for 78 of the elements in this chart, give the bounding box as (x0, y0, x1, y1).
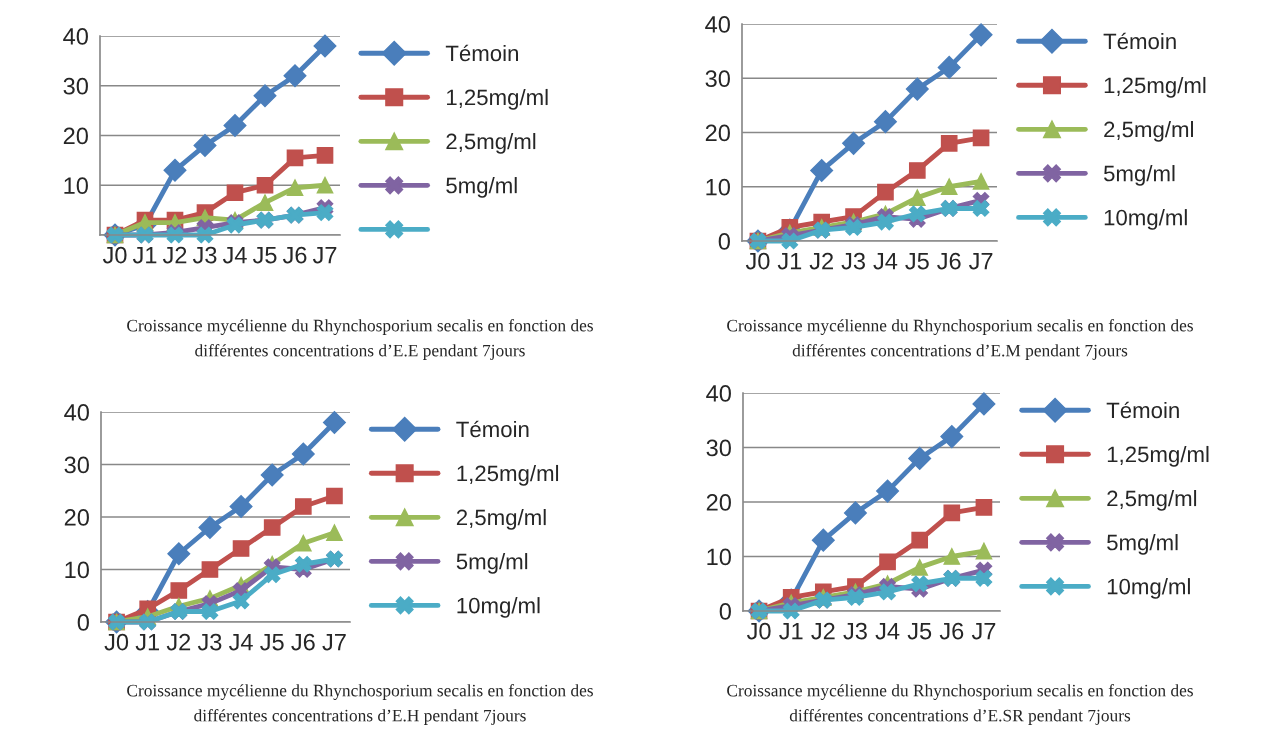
legend-label: Témoin (1103, 32, 1176, 50)
y-tick-label: 20 (705, 124, 730, 142)
x-tick-label: J0 (104, 633, 129, 651)
y-tick-label: 30 (706, 439, 731, 457)
x-tick-label: J6 (939, 622, 964, 640)
y-tick-label: 20 (63, 127, 88, 145)
x-tick-label: J3 (197, 633, 222, 651)
y-tick-label: 40 (706, 385, 731, 402)
y-tick-label: 20 (64, 509, 89, 526)
legend-label: 2,5mg/ml (446, 132, 536, 154)
text: différentes concentrations d’E.SR pendant 7jours (789, 709, 1131, 725)
legend-label: 5mg/ml (446, 177, 517, 198)
y-tick-label: 40 (64, 404, 89, 421)
legend-label: 1,25mg/ml (1104, 76, 1206, 98)
x-tick-label: J1 (779, 622, 803, 640)
x-tick-label: J2 (162, 246, 187, 264)
legend-label: Témoin (445, 44, 518, 62)
x-tick-label: J4 (222, 246, 247, 264)
text: différentes concentrations d’E.M pendant 7jours (792, 344, 1128, 360)
legend-label: 1,25mg/ml (457, 464, 559, 486)
y-tick-label: 0 (77, 614, 89, 631)
x-tick-label: J3 (192, 246, 217, 264)
text: différentes concentrations d’E.H pendant 7jours (194, 709, 526, 725)
y-tick-label: 20 (706, 494, 731, 511)
legend-label: 5mg/ml (456, 553, 528, 574)
legend-label: Témoin (1106, 401, 1179, 419)
legend-label: 1,25mg/ml (447, 88, 548, 110)
legend-label: 1,25mg/ml (1107, 445, 1209, 467)
x-tick-label: J2 (811, 622, 835, 640)
x-tick-label: J7 (322, 633, 346, 651)
legend-label: 2,5mg/ml (1104, 120, 1193, 142)
legend-label: 5mg/ml (1107, 534, 1178, 555)
y-tick-label: 10 (65, 561, 89, 579)
y-tick-label: 30 (705, 70, 730, 88)
text: Croissance mycélienne du Rhynchosporium secalis en fonction des (127, 319, 593, 335)
legend-label: 5mg/ml (1103, 165, 1175, 186)
y-tick-label: 30 (63, 77, 88, 95)
x-tick-label: J1 (777, 252, 802, 270)
y-tick-label: 30 (64, 456, 89, 474)
x-tick-label: J4 (875, 622, 900, 640)
x-tick-label: J0 (102, 246, 127, 264)
text: Croissance mycélienne du Rhynchosporium secalis en fonction des (727, 684, 1193, 700)
y-tick-label: 40 (705, 16, 730, 33)
x-tick-label: J5 (260, 633, 284, 651)
x-tick-label: J2 (166, 633, 191, 651)
y-tick-label: 10 (706, 178, 730, 196)
y-tick-label: 10 (64, 177, 88, 195)
x-tick-label: J2 (809, 252, 833, 270)
legend-label: Témoin (456, 420, 529, 438)
x-tick-label: J6 (291, 633, 315, 651)
y-tick-label: 10 (707, 548, 731, 566)
text: Croissance mycélienne du Rhynchosporium secalis en fonction des (727, 319, 1193, 335)
x-tick-label: J6 (937, 252, 961, 270)
x-tick-label: J3 (843, 622, 867, 640)
legend-label: 10mg/ml (1107, 578, 1190, 599)
legend-label: 10mg/ml (1104, 209, 1187, 230)
x-tick-label: J4 (228, 633, 253, 651)
text: Croissance mycélienne du Rhynchosporium secalis en fonction des (127, 684, 593, 700)
x-tick-label: J7 (968, 252, 993, 270)
x-tick-label: J0 (746, 622, 771, 640)
x-tick-label: J1 (132, 246, 157, 264)
x-tick-label: J1 (135, 633, 159, 651)
y-tick-label: 0 (718, 233, 730, 250)
y-tick-label: 40 (63, 28, 88, 45)
x-tick-label: J5 (905, 252, 929, 270)
text: différentes concentrations d’E.E pendant 7jours (195, 344, 525, 360)
x-tick-label: J6 (282, 246, 307, 264)
legend-label: 2,5mg/ml (456, 508, 546, 530)
x-tick-label: J5 (252, 246, 277, 264)
x-tick-label: J3 (841, 252, 865, 270)
legend-label: 10mg/ml (457, 597, 540, 618)
legend-label: 2,5mg/ml (1107, 489, 1197, 511)
x-tick-label: J7 (312, 246, 337, 264)
x-tick-label: J5 (907, 622, 932, 640)
x-tick-label: J0 (745, 252, 770, 270)
x-tick-label: J7 (971, 622, 996, 640)
y-tick-label: 0 (719, 603, 731, 620)
x-tick-label: J4 (873, 252, 898, 270)
